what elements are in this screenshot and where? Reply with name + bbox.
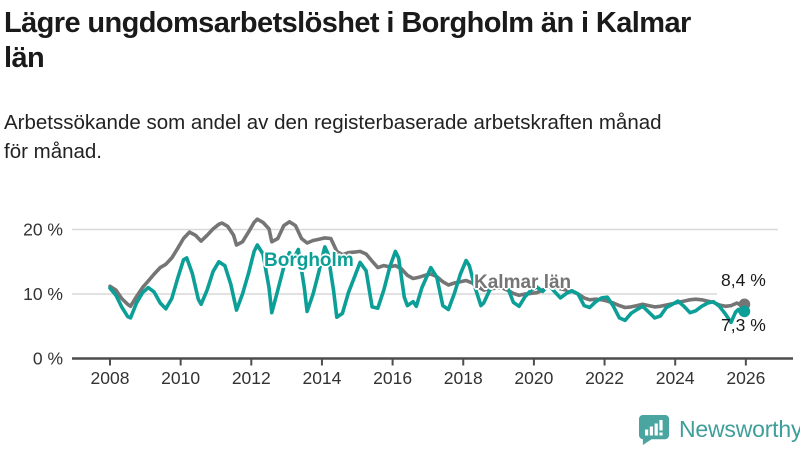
title-line-2: län [4,41,45,74]
y-tick-label: 20 % [23,220,63,240]
end-value-label-kalmar: 8,4 % [721,270,766,290]
x-tick-label: 2026 [726,368,765,388]
page-title: Lägre ungdomsarbetslöshet i Borgholm än … [4,6,796,76]
end-value-label-borgholm: 7,3 % [721,315,766,335]
logo-wordmark: Newsworthy [679,416,800,442]
x-tick-label: 2024 [656,368,695,388]
x-tick-label: 2008 [91,368,130,388]
y-tick-label: 0 % [33,349,63,369]
series-end-dot-borgholm [738,305,751,318]
series-line-kalmarln [108,217,747,310]
chart-subtitle: Arbetssökande som andel av den registerb… [4,108,796,166]
series-label-kalmar-lan: Kalmar län [474,272,572,293]
subtitle-line-2: för månad. [4,140,102,164]
x-tick-label: 2022 [585,368,624,388]
x-tick-label: 2018 [444,368,483,388]
x-tick-label: 2014 [302,368,341,388]
y-tick-label: 10 % [23,284,63,304]
series-line-borgholm [108,243,747,325]
x-tick-label: 2012 [232,368,271,388]
bar-chart-speech-bubble-icon [639,414,670,446]
x-tick-label: 2010 [161,368,200,388]
x-tick-label: 2020 [514,368,553,388]
series-label-borgholm: Borgholm [264,250,354,271]
newsworthy-logo: Newsworthy [638,413,800,446]
subtitle-line-1: Arbetssökande som andel av den registerb… [4,111,662,134]
title-line-1: Lägre ungdomsarbetslöshet i Borgholm än … [4,7,691,39]
x-tick-label: 2016 [373,368,412,388]
